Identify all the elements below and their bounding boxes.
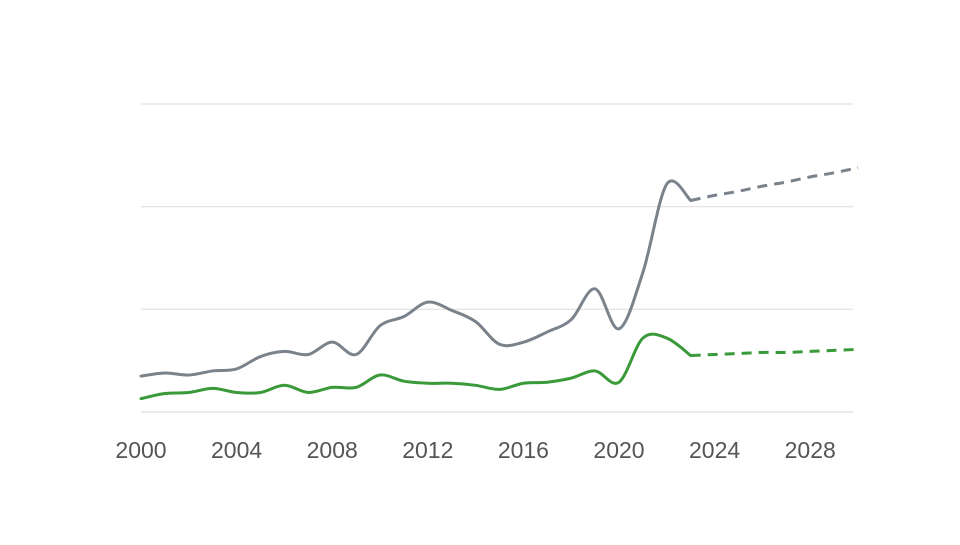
x-tick-label: 2024	[689, 437, 740, 463]
x-tick-label: 2008	[307, 437, 358, 463]
series-line	[139, 179, 693, 378]
x-tick-label: 2012	[402, 437, 453, 463]
series-line	[690, 347, 859, 358]
x-tick-label: 2000	[115, 437, 166, 463]
x-tick-label: 2016	[498, 437, 549, 463]
x-tick-label: 2028	[785, 437, 836, 463]
series-line	[139, 332, 693, 401]
x-tick-label: 2004	[211, 437, 262, 463]
series-line	[690, 166, 859, 202]
x-tick-label: 2020	[593, 437, 644, 463]
